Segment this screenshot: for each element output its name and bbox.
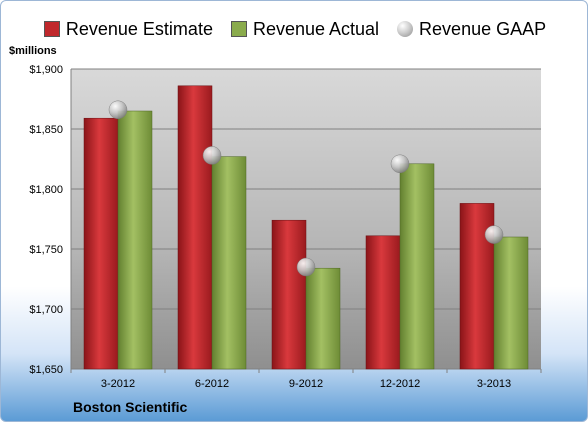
y-tick-label: $1,750 <box>29 244 63 256</box>
marker-revenue-gaap <box>390 154 410 174</box>
legend-label-estimate: Revenue Estimate <box>65 18 213 39</box>
bar-revenue-estimate <box>271 219 307 370</box>
legend-swatch-gaap <box>397 21 414 37</box>
y-tick-label: $1,800 <box>29 184 63 196</box>
x-tick-label: 6-2012 <box>195 378 229 390</box>
bar-revenue-estimate <box>365 235 401 370</box>
y-tick-label: $1,700 <box>29 304 63 316</box>
legend-item-actual: Revenue Actual <box>230 18 380 40</box>
y-tick-label: $1,650 <box>29 364 63 376</box>
x-tick-label: 9-2012 <box>289 378 323 390</box>
legend-swatch-actual <box>230 21 247 37</box>
y-tick-label: $1,850 <box>29 124 63 136</box>
bar-revenue-estimate <box>83 117 119 370</box>
bar-revenue-actual <box>493 236 529 370</box>
marker-revenue-gaap <box>202 146 222 165</box>
company-name: Boston Scientific <box>73 399 188 415</box>
x-tick-label: 3-2013 <box>477 378 511 390</box>
marker-revenue-gaap <box>108 100 128 120</box>
x-tick-label: 3-2012 <box>101 378 135 390</box>
bar-revenue-estimate <box>177 85 213 370</box>
bar-revenue-actual <box>117 110 153 370</box>
legend-label-actual: Revenue Actual <box>252 18 380 39</box>
bar-revenue-actual <box>305 267 341 370</box>
x-tick-label: 12-2012 <box>380 378 420 390</box>
bar-revenue-actual <box>399 163 435 370</box>
marker-revenue-gaap <box>296 257 316 277</box>
bar-revenue-actual <box>211 156 247 370</box>
legend-item-estimate: Revenue Estimate <box>43 18 213 40</box>
legend-swatch-estimate <box>43 21 60 37</box>
marker-revenue-gaap <box>484 225 504 244</box>
legend-label-gaap: Revenue GAAP <box>419 18 547 39</box>
units-label: $millions <box>9 45 57 57</box>
legend-item-gaap: Revenue GAAP <box>397 19 546 40</box>
legend: Revenue Estimate Revenue Actual Revenue … <box>1 15 587 43</box>
y-tick-label: $1,900 <box>29 64 63 76</box>
